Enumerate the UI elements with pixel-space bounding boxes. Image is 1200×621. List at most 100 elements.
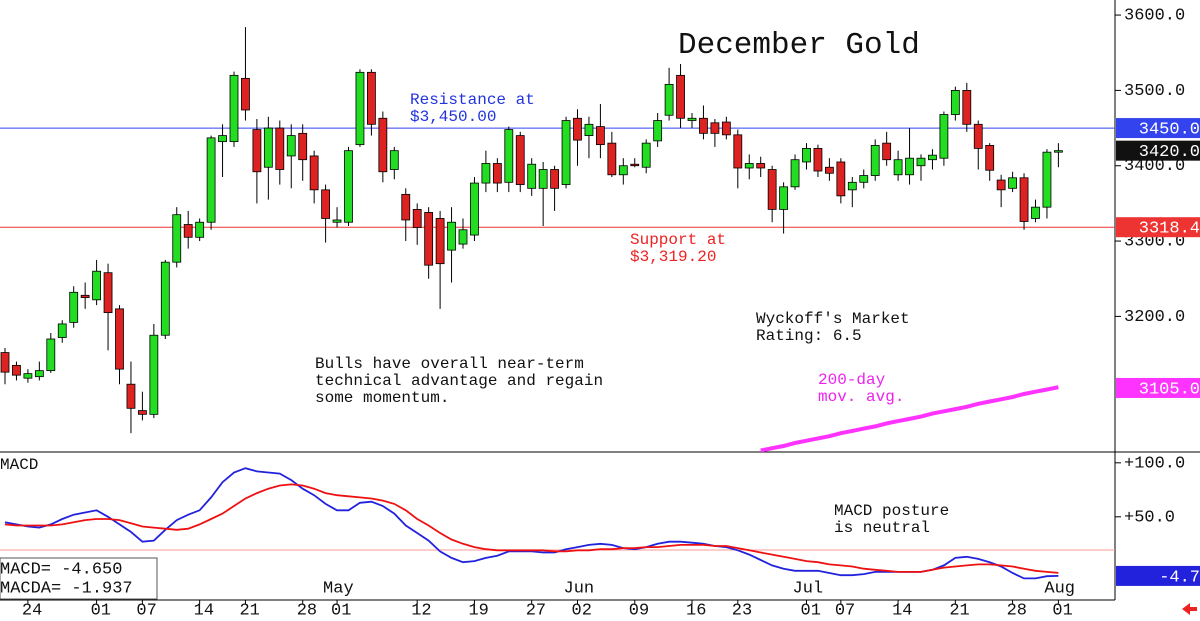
candle-body [721,121,731,136]
x-tick-label: 28 [1007,601,1027,620]
candle-body [206,137,216,223]
annotation: MACD posture [834,502,949,520]
candle-body [492,163,502,184]
candle-body [584,123,594,137]
candle-body [195,221,205,238]
candle-body [573,117,582,141]
candle-body [744,163,754,169]
annotation: Rating: 6.5 [756,327,862,345]
annotation: mov. avg. [818,388,904,406]
candle-body [252,129,262,173]
candle-body [870,144,880,176]
candle-body [996,179,1006,191]
candle-body [275,127,285,170]
candle-body [836,161,846,197]
macd-line [4,483,1059,574]
candle-body [596,126,605,146]
level-label: -4.7 [1159,568,1200,587]
candle-body [550,169,559,189]
candle-body [962,90,972,125]
annotation: $3,450.00 [410,108,496,126]
candle-body [1042,151,1052,208]
x-tick-label: 14 [892,601,912,620]
candle-body [779,186,788,210]
candle-body [366,71,376,125]
y-tick-label: +50.0 [1124,508,1175,527]
candle-body [447,221,456,251]
level-box [1116,217,1200,238]
candle-body [653,120,663,142]
candle-body [12,364,21,376]
annotation: some momentum. [315,389,449,407]
level-label: 3318.4 [1139,220,1200,239]
candle-body [699,117,708,134]
candle-body [115,308,124,370]
x-tick-label: 21 [949,601,969,620]
y-tick-label: 3300.0 [1124,233,1185,252]
candle-body [950,90,960,115]
candle-body [160,261,170,336]
candle-body [378,117,388,173]
candle-body [939,114,949,159]
candle-body [538,169,548,189]
month-label: May [323,579,354,598]
candle-body [618,165,628,176]
candle-body [1019,177,1029,222]
x-tick-label: 28 [297,601,317,620]
x-tick-label: 01 [331,601,351,620]
annotation: 200-day [818,371,886,389]
candle-body [0,352,10,373]
candle-body [412,209,422,228]
y-tick-label: 3600.0 [1124,7,1185,26]
annotation: Resistance at [410,91,535,109]
annotation: $3,319.20 [630,248,716,266]
x-tick-label: 16 [686,601,706,620]
moving-average [760,385,1059,452]
candle-body [149,334,159,415]
candle-body [241,77,250,111]
candle-body [893,159,903,176]
readout-box [0,557,158,600]
candle-body [859,175,869,183]
x-tick-label: 07 [136,601,156,620]
candle-body [435,218,445,265]
x-tick-label: 09 [629,601,649,620]
candle-body [676,74,685,119]
candle-body [57,323,67,338]
x-tick-label: 02 [572,601,592,620]
candle-body [481,163,491,184]
candle-body [218,135,227,143]
candle-body [985,144,995,171]
candle-body [882,142,892,161]
x-tick-label: 07 [835,601,855,620]
level-label: 3105.0 [1139,380,1200,399]
candle-body [23,373,33,379]
candle-body [1054,150,1063,153]
candle-body [355,71,365,146]
candle-body [767,169,777,210]
candle-body [458,229,468,245]
macd-line [4,467,1059,580]
annotation: is neutral [834,519,930,537]
candle-body [103,272,113,314]
candle-body [790,159,800,188]
candle-body [527,163,537,189]
candle-body [321,189,331,219]
candle-body [756,163,766,169]
candle-body [847,181,857,191]
candle-body [332,219,342,223]
candle-body [309,155,319,191]
month-label: Jun [564,579,595,598]
candle-body [802,148,811,163]
level-box [1116,140,1200,161]
y-tick-label: 3200.0 [1124,308,1185,327]
candle-body [664,83,674,116]
candle-body [630,163,640,167]
x-tick-label: 14 [194,601,214,620]
panel-label: MACD [0,456,38,474]
x-tick-label: 19 [468,601,488,620]
scroll-arrow[interactable] [1182,603,1197,615]
candle-body [710,122,720,134]
candle-body [69,291,79,323]
